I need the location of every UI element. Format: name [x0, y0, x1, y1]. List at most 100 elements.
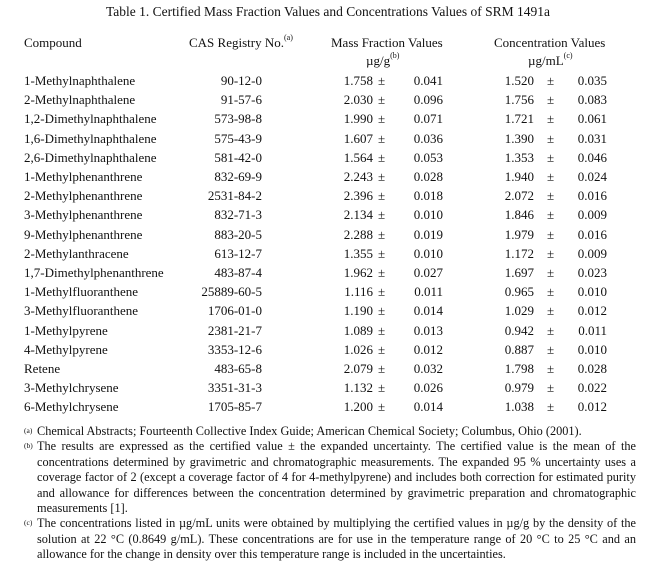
table-row: 3-Methylfluoranthene 1706-01-0 1.190 ±0.014…: [0, 303, 656, 322]
mass-value: 1.355: [343, 245, 373, 261]
cas-number: 832-69-9: [214, 169, 262, 184]
mass-value: 2.030: [343, 92, 373, 108]
conc-uncertainty: 0.010: [577, 284, 607, 300]
compound-name: 1-Methylfluoranthene: [24, 284, 139, 300]
plus-minus: ±: [547, 322, 555, 338]
compound-name: 1-Methylnaphthalene: [24, 73, 136, 88]
mass-value: 1.758: [343, 73, 373, 88]
mass-value: 1.564: [343, 149, 373, 165]
conc-value: 1.798: [504, 361, 534, 376]
plus-minus: ±: [547, 245, 555, 261]
mass-uncertainty: 0.014: [413, 399, 443, 415]
conc-value: 1.756: [504, 92, 534, 108]
footnote-text: The results are expressed as the certifi…: [37, 439, 636, 516]
conc-uncertainty: 0.028: [577, 361, 607, 376]
mass-uncertainty: 0.018: [413, 188, 443, 204]
conc-value: 0.942: [504, 322, 534, 338]
footnote: (c) The concentrations listed in µg/mL un…: [24, 516, 636, 562]
conc-uncertainty: 0.046: [577, 149, 607, 165]
table-row: 2-Methylphenanthrene 2531-84-2 2.396 ±0.018…: [0, 188, 656, 207]
footnote-ref-c: (c): [563, 51, 573, 60]
plus-minus: ±: [378, 73, 386, 88]
plus-minus: ±: [378, 361, 386, 376]
plus-minus: ±: [378, 303, 386, 319]
compound-name: 2-Methylanthracene: [24, 245, 129, 261]
cas-number: 2381-21-7: [207, 322, 262, 338]
footnote: (a) Chemical Abstracts; Fourteenth Collec…: [24, 424, 636, 439]
plus-minus: ±: [378, 226, 386, 242]
table-row: 1-Methylfluoranthene 25889-60-5 1.116 ±0.01…: [0, 284, 656, 303]
plus-minus: ±: [378, 130, 386, 146]
header-cas-label: CAS Registry No.: [189, 35, 284, 50]
mass-uncertainty: 0.028: [413, 169, 443, 184]
plus-minus: ±: [547, 399, 555, 415]
table-row: 6-Methylchrysene 1705-85-7 1.200 ±0.014 1.03…: [0, 399, 656, 418]
mass-uncertainty: 0.026: [413, 380, 443, 396]
compound-name: 3-Methylfluoranthene: [24, 303, 139, 319]
mass-uncertainty: 0.013: [413, 322, 443, 338]
conc-value: 1.697: [504, 265, 534, 280]
cas-number: 3351-31-3: [207, 380, 262, 396]
mass-value: 1.132: [343, 380, 373, 396]
table-row: 2-Methylanthracene 613-12-7 1.355 ±0.010 1.1…: [0, 246, 656, 265]
header-conc-unit: µg/mL(c): [528, 51, 573, 69]
plus-minus: ±: [547, 341, 555, 357]
conc-uncertainty: 0.012: [577, 399, 607, 415]
plus-minus: ±: [547, 361, 555, 376]
conc-uncertainty: 0.031: [577, 130, 607, 146]
cas-number: 613-12-7: [214, 245, 262, 261]
conc-uncertainty: 0.023: [577, 265, 607, 280]
plus-minus: ±: [547, 226, 555, 242]
compound-name: 3-Methylchrysene: [24, 380, 119, 396]
plus-minus: ±: [378, 399, 386, 415]
compound-name: 6-Methylchrysene: [24, 399, 119, 415]
plus-minus: ±: [378, 111, 386, 127]
mass-uncertainty: 0.012: [413, 341, 443, 357]
mass-unit-label: µg/g: [366, 53, 391, 68]
mass-uncertainty: 0.041: [413, 73, 443, 88]
conc-value: 1.721: [504, 111, 534, 127]
plus-minus: ±: [547, 149, 555, 165]
mass-value: 1.190: [343, 303, 373, 319]
footnote-ref-a: (a): [283, 33, 293, 42]
plus-minus: ±: [547, 284, 555, 300]
conc-value: 0.965: [504, 284, 534, 300]
plus-minus: ±: [547, 207, 555, 223]
compound-name: 1,6-Dimethylnaphthalene: [24, 130, 157, 146]
table-row: 1-Methylnaphthalene 90-12-0 1.758 ±0.041 1.5…: [0, 73, 656, 92]
footnote-text: Chemical Abstracts; Fourteenth Collectiv…: [37, 424, 582, 438]
compound-name: 1,7-Dimethylphenanthrene: [24, 265, 164, 280]
plus-minus: ±: [547, 130, 555, 146]
cas-number: 883-20-5: [214, 226, 262, 242]
conc-uncertainty: 0.061: [577, 111, 607, 127]
conc-value: 1.940: [504, 169, 534, 184]
cas-number: 832-71-3: [214, 207, 262, 223]
plus-minus: ±: [547, 265, 555, 280]
compound-name: 2-Methylnaphthalene: [24, 92, 136, 108]
plus-minus: ±: [378, 265, 386, 280]
conc-unit-label: µg/mL: [528, 53, 564, 68]
compound-name: 4-Methylpyrene: [24, 341, 108, 357]
mass-value: 1.116: [344, 284, 373, 300]
mass-value: 1.962: [343, 265, 373, 280]
mass-value: 2.134: [343, 207, 373, 223]
compound-name: 3-Methylphenanthrene: [24, 207, 143, 223]
table-title: Table 1. Certified Mass Fraction Values …: [106, 4, 550, 19]
table-row: 2,6-Dimethylnaphthalene 581-42-0 1.564 ±0.0…: [0, 150, 656, 169]
mass-uncertainty: 0.011: [414, 284, 443, 300]
mass-value: 1.607: [343, 130, 373, 146]
plus-minus: ±: [547, 380, 555, 396]
table-row: 1-Methylpyrene 2381-21-7 1.089 ±0.013 0.942 ±…: [0, 323, 656, 342]
conc-value: 1.390: [504, 130, 534, 146]
conc-value: 0.887: [504, 341, 534, 357]
table-row: 1,6-Dimethylnaphthalene 575-43-9 1.607 ±0.0…: [0, 131, 656, 150]
cas-number: 573-98-8: [214, 111, 262, 127]
conc-uncertainty: 0.016: [577, 188, 607, 204]
footnote-mark: (b): [24, 441, 33, 451]
header-mass-unit: µg/g(b): [366, 51, 399, 69]
conc-value: 0.979: [504, 380, 534, 396]
plus-minus: ±: [378, 207, 386, 223]
footnote-mark: (a): [24, 426, 33, 435]
mass-value: 2.243: [343, 169, 373, 184]
conc-uncertainty: 0.024: [577, 169, 607, 184]
